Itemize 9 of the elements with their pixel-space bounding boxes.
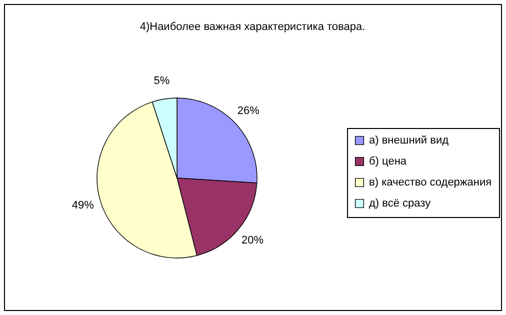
- legend-label: б) цена: [369, 156, 408, 168]
- data-label: 20%: [241, 234, 264, 246]
- data-label: 5%: [154, 75, 170, 88]
- legend-label: а) внешний вид: [369, 134, 450, 146]
- chart-title: 4)Наиболее важная характеристика товара.: [140, 21, 366, 33]
- legend-label: д) всё сразу: [369, 198, 432, 210]
- data-label: 49%: [72, 199, 94, 212]
- legend-label: в) качество содержания: [369, 176, 492, 188]
- data-label: 26%: [237, 104, 260, 117]
